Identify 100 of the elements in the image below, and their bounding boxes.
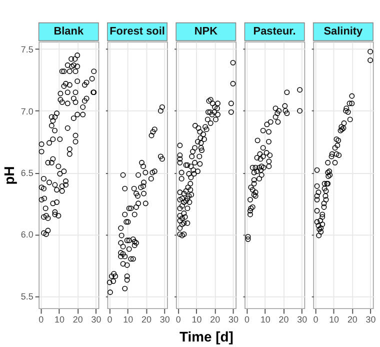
point <box>321 204 327 210</box>
point <box>118 254 124 260</box>
x-tick-label: 30 <box>91 314 102 325</box>
point <box>159 104 165 110</box>
point <box>106 280 112 286</box>
point <box>112 273 118 279</box>
point <box>134 240 139 246</box>
x-tick-label: 0 <box>176 314 181 325</box>
point <box>122 254 128 260</box>
point <box>320 212 326 218</box>
x-tick-label: 0 <box>313 314 318 325</box>
point <box>122 212 128 218</box>
point <box>336 152 342 158</box>
point <box>332 160 338 166</box>
point <box>341 120 347 126</box>
point <box>135 193 140 199</box>
point <box>314 208 320 214</box>
point <box>124 277 130 283</box>
point <box>314 193 320 199</box>
x-tick-label: 30 <box>366 314 376 325</box>
point <box>247 212 253 218</box>
point <box>318 218 324 224</box>
point <box>267 152 273 158</box>
point <box>136 200 142 206</box>
x-tick-label: 10 <box>329 314 340 325</box>
point <box>328 154 334 160</box>
point <box>118 232 124 238</box>
point <box>282 108 288 114</box>
point <box>347 116 353 122</box>
x-tick-label: 20 <box>210 314 220 325</box>
point <box>142 170 148 176</box>
point <box>128 206 134 212</box>
x-tick-label: 30 <box>160 314 170 325</box>
point <box>252 190 258 195</box>
point <box>150 170 156 176</box>
point <box>274 110 280 116</box>
point <box>316 232 322 238</box>
point <box>322 180 328 186</box>
point <box>141 190 147 196</box>
point <box>264 150 270 156</box>
point <box>247 196 253 202</box>
point <box>124 262 130 268</box>
point <box>138 184 144 190</box>
point <box>275 119 281 125</box>
point <box>134 204 139 210</box>
point <box>276 108 282 114</box>
point <box>264 122 270 128</box>
point <box>297 108 303 114</box>
x-tick-label: 10 <box>54 314 64 325</box>
point <box>110 278 116 284</box>
point <box>316 190 322 195</box>
x-tick-label: 30 <box>228 314 238 325</box>
point <box>126 238 132 244</box>
x-tick-label: 20 <box>347 314 358 325</box>
point <box>152 126 158 132</box>
point <box>314 196 320 202</box>
point <box>260 154 266 160</box>
point <box>343 108 349 114</box>
point <box>111 271 117 276</box>
point <box>334 142 340 148</box>
x-tick-label: 0 <box>38 314 44 325</box>
point <box>323 188 329 194</box>
point <box>268 119 274 125</box>
x-tick-label: 20 <box>142 314 152 325</box>
chart-title: NPK <box>194 26 218 38</box>
point <box>318 229 324 234</box>
point <box>349 93 355 99</box>
point <box>368 48 374 54</box>
point <box>314 219 320 225</box>
chart-title: Salinity <box>324 26 364 38</box>
point <box>128 256 134 262</box>
point <box>142 200 148 206</box>
point <box>368 57 374 63</box>
point <box>118 240 124 246</box>
point <box>256 176 262 182</box>
point <box>122 186 128 192</box>
x-tick-label: 20 <box>72 314 83 325</box>
point <box>247 208 253 214</box>
chart-title: Forest soil <box>110 26 165 38</box>
x-axis-title: Time [d] <box>180 328 234 345</box>
point <box>150 129 156 135</box>
point <box>334 151 340 157</box>
point <box>245 234 251 240</box>
point <box>251 180 257 186</box>
point <box>134 190 139 196</box>
x-tick-label: 10 <box>260 314 270 325</box>
point <box>140 164 146 170</box>
point <box>321 200 327 206</box>
point <box>272 106 278 112</box>
y-tick-label: 6.0 <box>20 230 34 240</box>
point <box>257 151 263 157</box>
point <box>260 164 266 170</box>
x-tick-label: 0 <box>244 314 250 325</box>
point <box>316 222 322 228</box>
point <box>124 238 130 244</box>
point <box>314 167 320 173</box>
point <box>118 250 124 256</box>
point <box>251 170 257 176</box>
point <box>284 110 290 116</box>
point <box>282 103 288 109</box>
